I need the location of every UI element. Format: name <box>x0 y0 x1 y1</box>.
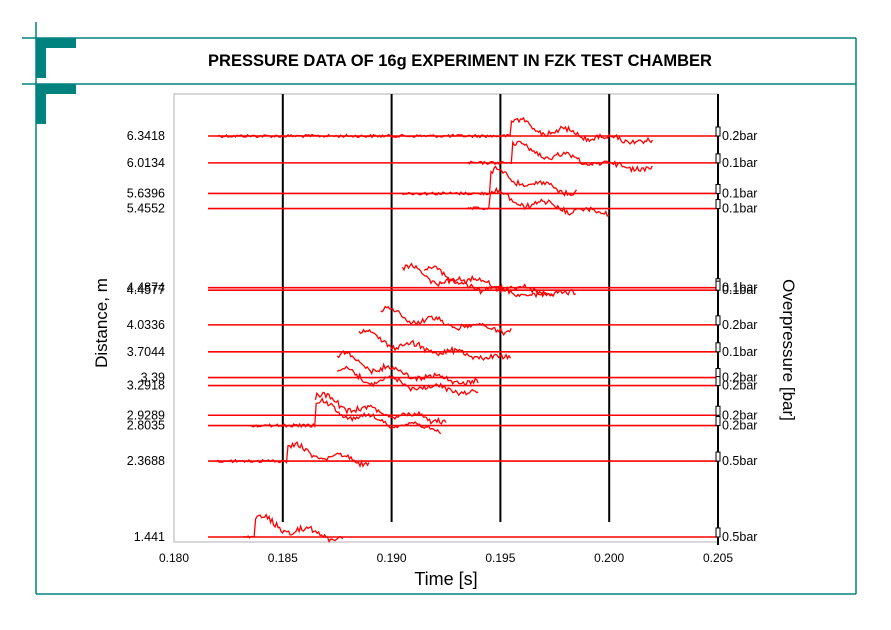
x-tick-label: 0.185 <box>268 551 298 565</box>
scale-marker <box>715 199 721 210</box>
scale-label: 0.1bar <box>722 156 757 170</box>
pressure-trace <box>467 140 653 174</box>
x-tick-label: 0.190 <box>377 551 407 565</box>
y2-axis-label: Overpressure [bar] <box>779 279 798 421</box>
x-axis-label: Time [s] <box>414 569 477 589</box>
scale-label: 0.5bar <box>722 530 757 544</box>
frame-accent-mid-v <box>36 84 46 124</box>
scale-label: 0.1bar <box>722 202 757 216</box>
scale-label: 0.2bar <box>722 408 757 422</box>
distance-label: 5.6396 <box>127 186 165 200</box>
scale-marker <box>715 183 721 194</box>
pressure-trace <box>216 440 370 468</box>
x-tick-label: 0.200 <box>594 551 624 565</box>
distance-label: 5.4552 <box>127 202 165 216</box>
distance-label: 6.0134 <box>127 156 165 170</box>
scale-label: 0.2bar <box>722 419 757 433</box>
x-tick-labels: 0.180 0.185 0.190 0.195 0.200 0.205 <box>159 551 733 565</box>
frame-accent-top-v <box>36 38 46 78</box>
scale-marker <box>715 315 721 326</box>
distance-label: 2.3688 <box>127 454 165 468</box>
scale-label: 0.1bar <box>722 281 757 295</box>
distance-label: 6.3418 <box>127 129 165 143</box>
scale-label: 0.5bar <box>722 454 757 468</box>
pressure-trace <box>243 513 344 543</box>
slide-frame <box>22 22 857 595</box>
scale-label: 0.1bar <box>722 345 757 359</box>
scale-label: 0.2bar <box>722 379 757 393</box>
scale-marker <box>715 527 721 538</box>
pressure-trace <box>401 262 555 299</box>
scale-marker <box>715 342 721 353</box>
scale-marker <box>715 126 721 137</box>
scale-marker <box>715 405 721 416</box>
pressure-trace <box>217 116 654 145</box>
pressure-trace <box>336 365 479 397</box>
pressure-trace <box>358 328 512 362</box>
scale-marker <box>715 416 721 427</box>
pressure-trace <box>314 391 447 425</box>
x-tick-label: 0.205 <box>703 551 733 565</box>
distance-label: 4.4874 <box>127 281 165 295</box>
pressure-traces <box>216 116 654 543</box>
distance-label: 2.8035 <box>127 419 165 433</box>
pressure-trace <box>402 165 578 197</box>
frame-accent-top <box>36 38 76 48</box>
distance-label: 2.9289 <box>127 408 165 422</box>
scale-label: 0.1bar <box>722 283 757 297</box>
scale-label: 0.1bar <box>722 186 757 200</box>
distance-label: 3.39 <box>141 371 165 385</box>
y-axis-label: Distance, m <box>92 278 111 368</box>
distance-label: 4.0336 <box>127 318 165 332</box>
scale-labels: 0.2bar 0.1bar 0.1bar 0.1bar 0.1bar 0.1bar 0.2b… <box>715 126 757 544</box>
distance-label: 4.4577 <box>127 283 165 297</box>
pressure-trace <box>467 186 610 218</box>
scale-marker <box>715 376 721 387</box>
channel-baselines <box>208 135 718 538</box>
plot-area <box>173 93 719 543</box>
distance-label: 3.2918 <box>127 379 165 393</box>
scale-label: 0.2bar <box>722 371 757 385</box>
scale-label: 0.2bar <box>722 318 757 332</box>
scale-marker <box>715 451 721 462</box>
vertical-gridlines <box>281 94 719 545</box>
pressure-trace <box>336 350 479 386</box>
scale-marker <box>715 153 721 164</box>
distance-label: 3.7044 <box>127 345 165 359</box>
distance-label: 1.441 <box>134 530 165 544</box>
scale-label: 0.2bar <box>722 129 757 143</box>
x-tick-label: 0.195 <box>485 551 515 565</box>
frame-accent-mid <box>36 84 76 94</box>
slide-title: PRESSURE DATA OF 16g EXPERIMENT IN FZK T… <box>208 52 712 70</box>
pressure-trace <box>250 397 442 435</box>
scale-marker <box>715 280 721 291</box>
x-tick-label: 0.180 <box>159 551 189 565</box>
pressure-trace <box>380 305 512 337</box>
